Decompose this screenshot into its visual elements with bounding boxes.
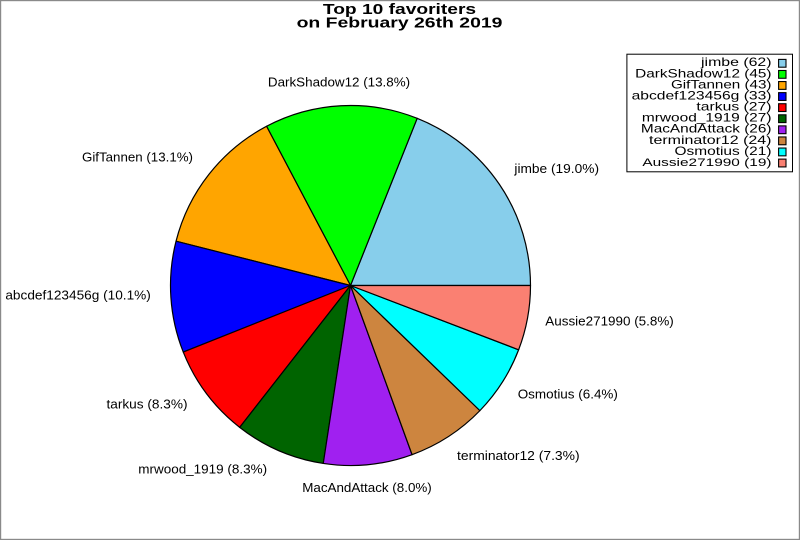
svg-text:Osmotius (6.4%): Osmotius (6.4%) — [518, 387, 618, 402]
svg-text:tarkus (8.3%): tarkus (8.3%) — [106, 397, 187, 412]
svg-text:DarkShadow12 (13.8%): DarkShadow12 (13.8%) — [268, 75, 410, 90]
svg-text:mrwood_1919 (27): mrwood_1919 (27) — [642, 111, 772, 124]
svg-text:Osmotius (21): Osmotius (21) — [675, 145, 772, 158]
svg-text:jimbe (62): jimbe (62) — [700, 55, 772, 68]
svg-text:jimbe (19.0%): jimbe (19.0%) — [513, 161, 599, 176]
svg-text:terminator12 (24): terminator12 (24) — [649, 133, 771, 146]
svg-text:GifTannen (13.1%): GifTannen (13.1%) — [82, 150, 193, 165]
svg-text:abcdef123456g (10.1%): abcdef123456g (10.1%) — [5, 288, 150, 303]
svg-text:Top 10 favoriters: Top 10 favoriters — [323, 0, 476, 17]
svg-text:abcdef123456g (33): abcdef123456g (33) — [632, 89, 772, 102]
svg-text:MacAndAttack (26): MacAndAttack (26) — [641, 123, 772, 136]
svg-text:terminator12 (7.3%): terminator12 (7.3%) — [457, 448, 580, 462]
svg-text:DarkShadow12 (45): DarkShadow12 (45) — [635, 67, 771, 80]
svg-text:Aussie271990 (19): Aussie271990 (19) — [642, 156, 771, 169]
svg-text:on February 26th 2019: on February 26th 2019 — [297, 14, 503, 31]
svg-text:GifTannen (43): GifTannen (43) — [671, 78, 772, 91]
svg-text:MacAndAttack (8.0%): MacAndAttack (8.0%) — [302, 480, 432, 495]
svg-text:Aussie271990 (5.8%): Aussie271990 (5.8%) — [545, 314, 673, 329]
svg-text:mrwood_1919 (8.3%): mrwood_1919 (8.3%) — [138, 462, 267, 477]
svg-text:tarkus (27): tarkus (27) — [696, 101, 771, 114]
